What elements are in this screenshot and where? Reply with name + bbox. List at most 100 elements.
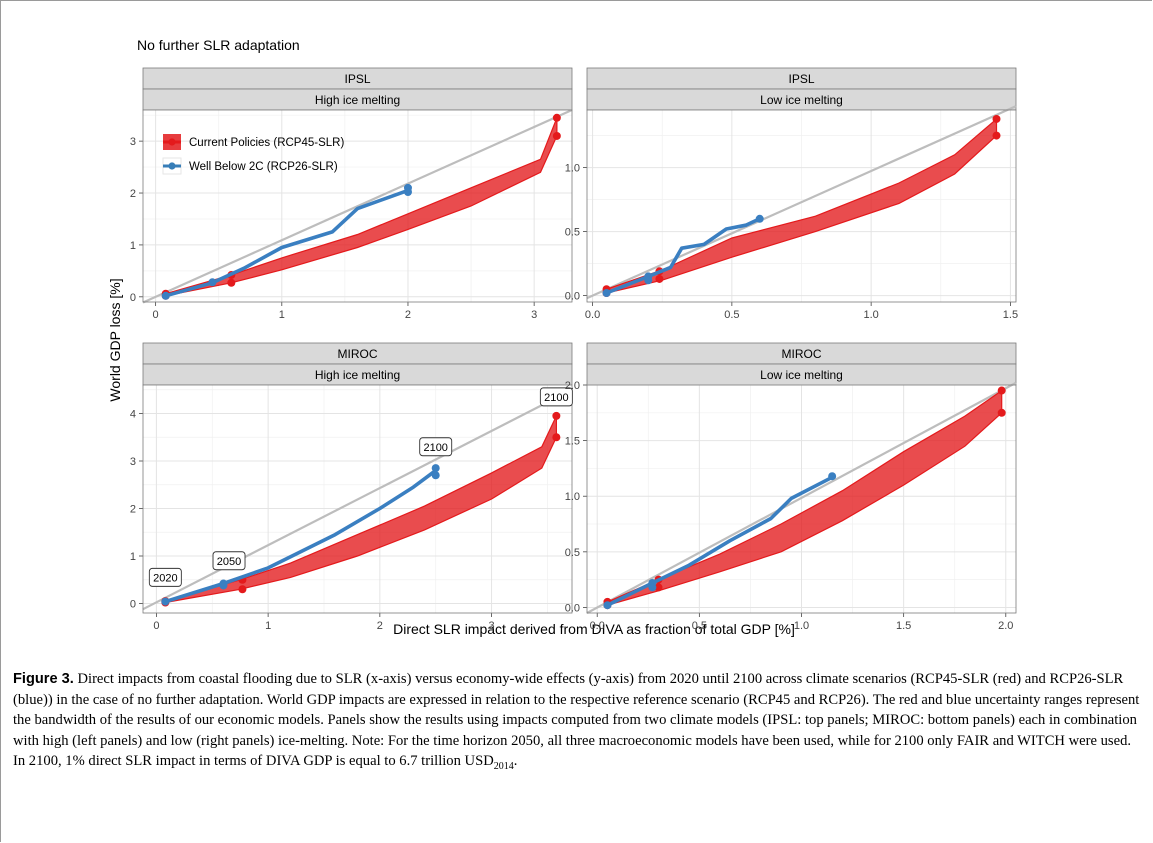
y-tick-label: 3 <box>130 456 136 468</box>
x-tick-label: 2 <box>377 620 383 632</box>
x-tick-label: 1.0 <box>794 620 809 632</box>
point-current-policies <box>238 585 247 594</box>
point-well-below-2c <box>755 214 764 223</box>
point-current-policies <box>552 131 561 140</box>
y-tick-label: 3 <box>130 136 136 148</box>
panel-1: IPSL High ice melting 0 1 2 3 0 1 2 3 <box>130 67 573 321</box>
point-current-policies <box>997 386 1006 395</box>
y-tick-label: 0.0 <box>565 291 580 303</box>
reference-line <box>586 105 1017 300</box>
panel-strip-melting-label: Low ice melting <box>760 368 843 382</box>
y-axis-label: World GDP loss [%] <box>107 278 123 401</box>
panel-strip-melting-label: High ice melting <box>315 93 400 107</box>
x-tick-label: 0 <box>153 620 159 632</box>
y-tick-label: 1 <box>130 240 136 252</box>
caption-lead: Figure 3. <box>13 671 74 687</box>
reference-line <box>586 381 1017 614</box>
x-tick-label: 2.0 <box>998 620 1013 632</box>
legend-point <box>168 138 176 146</box>
year-annotation-label: 2100 <box>423 442 447 454</box>
panel-strip-model-label: MIROC <box>338 347 378 361</box>
x-tick-label: 0.0 <box>590 620 605 632</box>
point-current-policies <box>552 411 561 420</box>
caption-subscript: 2014 <box>493 760 514 772</box>
panel-border <box>142 109 573 303</box>
legend-label: Well Below 2C (RCP26-SLR) <box>189 161 338 173</box>
y-tick-label: 1.5 <box>565 436 580 448</box>
point-current-policies <box>655 274 664 283</box>
figure-title: No further SLR adaptation <box>137 37 300 53</box>
x-tick-label: 0.5 <box>692 620 707 632</box>
panel-border <box>142 384 573 614</box>
y-tick-label: 0.0 <box>565 602 580 614</box>
point-well-below-2c <box>644 276 653 285</box>
x-axis-label: Direct SLR impact derived from DIVA as f… <box>393 621 795 637</box>
x-tick-label: 0.0 <box>585 309 600 321</box>
point-well-below-2c <box>219 581 228 590</box>
y-tick-label: 1.0 <box>565 491 580 503</box>
y-tick-label: 2 <box>130 504 136 516</box>
year-annotation-box <box>539 387 573 407</box>
panel-strip-melting-label: Low ice melting <box>760 93 843 107</box>
y-tick-label: 1.0 <box>565 163 580 175</box>
x-tick-label: 2 <box>405 309 411 321</box>
year-annotation-label: 2050 <box>217 556 241 568</box>
y-tick-label: 4 <box>130 409 136 421</box>
year-annotation-label: 2100 <box>544 392 568 404</box>
point-current-policies <box>552 113 561 122</box>
point-well-below-2c <box>602 289 611 298</box>
panel-strip-model-label: IPSL <box>788 72 814 86</box>
year-annotation-label: 2020 <box>153 572 177 584</box>
x-tick-label: 3 <box>489 620 495 632</box>
point-well-below-2c <box>161 597 170 606</box>
year-annotation-box <box>419 437 453 457</box>
x-tick-label: 3 <box>531 309 537 321</box>
point-well-below-2c <box>161 291 170 300</box>
point-current-policies <box>654 583 663 592</box>
line-well-below-2c <box>604 217 762 295</box>
figure-plot: No further SLR adaptation World GDP loss… <box>107 37 1018 637</box>
point-well-below-2c <box>403 187 412 196</box>
panel-2: IPSL Low ice melting 0.0 0.5 1.0 1.5 0.0 0.5 1.0 <box>565 67 1018 321</box>
point-current-policies <box>227 278 236 287</box>
point-current-policies <box>992 114 1001 123</box>
panel-4: MIROC Low ice melting 0.0 0.5 1.0 1.5 2.0 0.0 0.… <box>565 342 1017 632</box>
point-well-below-2c <box>828 472 837 481</box>
point-current-policies <box>992 131 1001 140</box>
x-tick-label: 1.0 <box>863 309 878 321</box>
y-tick-label: 0 <box>130 599 136 611</box>
point-well-below-2c <box>208 278 217 287</box>
point-current-policies <box>997 408 1006 417</box>
x-tick-label: 1.5 <box>1003 309 1018 321</box>
reference-line <box>142 108 573 304</box>
x-tick-label: 1 <box>265 620 271 632</box>
point-current-policies <box>552 433 561 442</box>
figure-caption: Figure 3. Direct impacts from coastal fl… <box>13 669 1141 772</box>
x-tick-label: 0.5 <box>724 309 739 321</box>
y-tick-label: 2 <box>130 188 136 200</box>
y-tick-label: 0.5 <box>565 227 580 239</box>
legend-label: Current Policies (RCP45-SLR) <box>189 137 344 149</box>
panel-strip-model-label: MIROC <box>782 347 822 361</box>
y-tick-label: 2.0 <box>565 380 580 392</box>
panel-border <box>586 109 1017 303</box>
point-well-below-2c <box>431 471 440 480</box>
reference-line <box>142 388 573 611</box>
legend: Current Policies (RCP45-SLR) Well Below 2… <box>162 134 344 175</box>
y-tick-label: 1 <box>130 551 136 563</box>
caption-text-end: . <box>513 753 518 769</box>
panel-strip-melting-label: High ice melting <box>315 368 400 382</box>
year-annotation-box <box>212 551 246 571</box>
panel-3: MIROC High ice melting 0 1 2 3 0 1 2 3 4 2020 2050 21… <box>130 342 573 632</box>
x-tick-label: 0 <box>153 309 159 321</box>
point-well-below-2c <box>603 601 612 610</box>
year-annotation-box <box>148 567 182 587</box>
panel-strip-model-label: IPSL <box>344 72 370 86</box>
point-well-below-2c <box>431 464 440 473</box>
caption-text: Direct impacts from coastal flooding due… <box>13 671 1140 769</box>
y-tick-label: 0.5 <box>565 547 580 559</box>
x-tick-label: 1.5 <box>896 620 911 632</box>
y-tick-label: 0 <box>130 292 136 304</box>
x-tick-label: 1 <box>279 309 285 321</box>
